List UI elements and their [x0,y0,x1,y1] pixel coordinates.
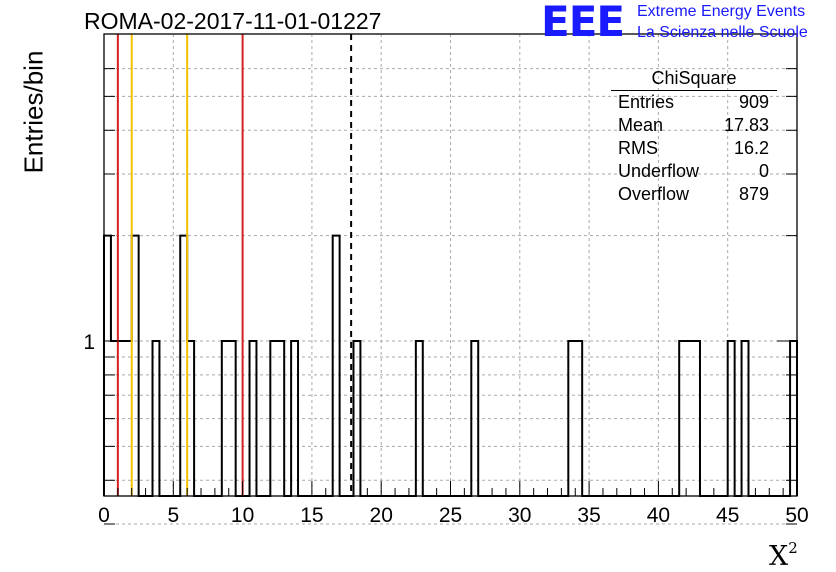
y-axis-label: Entries/bin [18,50,49,174]
stats-value: 0 [758,161,769,181]
stats-box: ChiSquare Entries 909 Mean 17.83 RMS 16.… [611,66,777,206]
y-tick-label: 1 [83,331,95,354]
x-tick-label: 40 [647,504,670,527]
stats-title: ChiSquare [611,66,777,91]
stats-key: Mean [618,115,664,135]
x-tick-label: 0 [98,504,110,527]
histogram-bin [180,236,187,496]
x-axis-label: X2 [769,539,798,572]
stats-key: Entries [618,92,675,112]
grid-lines [104,34,797,525]
x-tick-label: 35 [577,504,600,527]
stats-row-overflow: Overflow 879 [611,183,777,206]
tick-labels: 0 5 10 15 20 25 30 35 40 45 50 1 [83,331,808,527]
x-tick-label: 5 [167,504,179,527]
stats-value: 879 [738,184,769,204]
x-axis-label-base: X [769,541,789,572]
eee-logo: EEE [541,0,625,46]
stats-row-entries: Entries 909 [611,91,777,114]
x-tick-label: 25 [439,504,462,527]
x-tick-label: 50 [785,504,808,527]
chart-title: ROMA-02-2017-11-01-01227 [84,8,382,34]
stats-key: RMS [618,138,658,158]
logo-line-1: Extreme Energy Events [637,3,806,20]
stats-value: 16.2 [733,138,769,158]
x-tick-label: 10 [231,504,254,527]
histogram-bin [104,236,111,496]
x-tick-label: 15 [300,504,323,527]
stats-value: 17.83 [723,115,769,135]
stats-row-mean: Mean 17.83 [611,114,777,137]
stats-row-underflow: Underflow 0 [611,160,777,183]
stats-key: Overflow [618,184,690,204]
x-tick-label: 45 [716,504,739,527]
stats-row-rms: RMS 16.2 [611,137,777,160]
reference-lines [116,34,353,496]
axis-ticks [103,68,798,525]
stats-key: Underflow [618,161,700,181]
histogram-bin [132,236,139,496]
x-tick-label: 30 [508,504,531,527]
x-axis-label-sup: 2 [788,539,798,557]
histogram-bin [333,236,340,496]
logo-line-2: La Scienza nelle Scuole [637,24,808,41]
x-tick-label: 20 [370,504,393,527]
stats-value: 909 [738,92,769,112]
